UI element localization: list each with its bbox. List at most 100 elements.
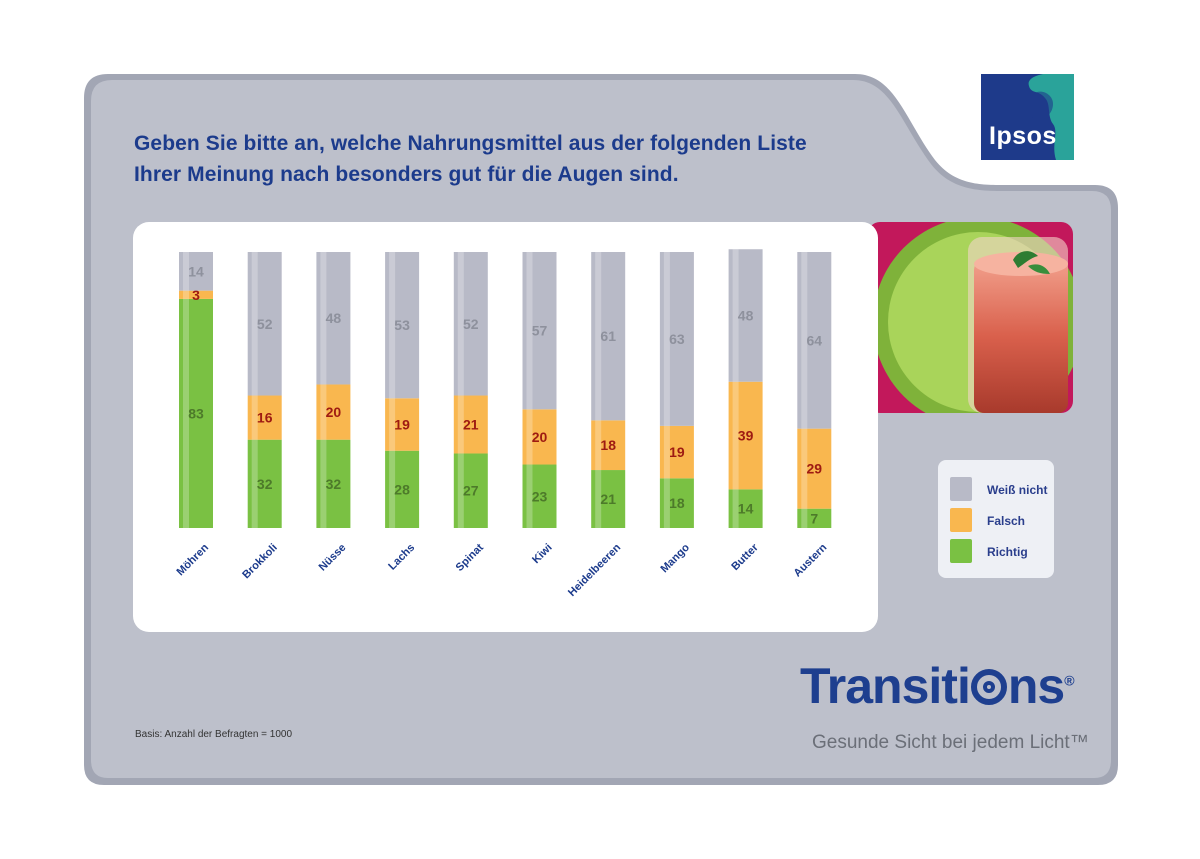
bar-highlight	[663, 425, 670, 479]
category-label-nusse: Nüsse	[317, 542, 349, 574]
bar-highlight	[663, 252, 670, 426]
bar-kiwi-richtig	[522, 464, 557, 528]
category-label-austern: Austern	[792, 541, 830, 579]
data-label-butter-richtig: 14	[738, 501, 754, 517]
bar-brokkoli-falsch	[247, 395, 282, 440]
legend-swatch-falsch	[950, 508, 972, 532]
transitions-logo: Transiti ns®	[800, 657, 1075, 715]
ipsos-logo: Ipsos	[981, 74, 1074, 160]
chart-title-line-2: Ihrer Meinung nach besonders gut für die…	[134, 163, 679, 186]
bar-kiwi-weiss-nicht	[522, 252, 557, 410]
bar-heidelbeeren-weiss-nicht	[591, 252, 626, 421]
bar-highlight	[183, 298, 189, 528]
bar-butter-falsch	[728, 381, 763, 490]
bar-highlight	[732, 489, 739, 528]
data-label-lachs-weiss-nicht: 53	[394, 317, 410, 333]
bar-mohren-richtig	[179, 298, 213, 528]
bar-butter-weiss-nicht	[728, 249, 763, 382]
data-label-spinat-richtig: 27	[463, 483, 479, 499]
category-label-spinat: Spinat	[454, 541, 486, 573]
bar-highlight	[457, 395, 464, 454]
bar-heidelbeeren-falsch	[591, 420, 626, 471]
data-label-lachs-richtig: 28	[394, 481, 410, 497]
bar-highlight	[320, 439, 327, 528]
brand-prefix: Transiti	[800, 658, 971, 714]
bar-nusse-richtig	[316, 439, 351, 528]
data-label-austern-weiss-nicht: 64	[807, 332, 823, 348]
bar-highlight	[526, 464, 533, 528]
legend-label-falsch: Falsch	[987, 514, 1026, 528]
bar-austern-falsch	[797, 428, 832, 509]
data-label-kiwi-richtig: 23	[532, 488, 548, 504]
bar-highlight	[251, 439, 258, 528]
bar-highlight	[801, 508, 808, 528]
data-label-mohren-richtig: 83	[188, 405, 204, 421]
data-label-heidelbeeren-weiss-nicht: 61	[600, 328, 616, 344]
bar-mango-richtig	[659, 478, 694, 528]
data-label-austern-richtig: 7	[810, 510, 818, 526]
bar-highlight	[732, 381, 739, 490]
data-label-lachs-falsch: 19	[394, 417, 410, 433]
bar-lachs-falsch	[385, 398, 420, 451]
bar-mango-falsch	[659, 425, 694, 479]
category-label-lachs: Lachs	[386, 542, 417, 573]
bar-nusse-falsch	[316, 384, 351, 440]
category-label-butter: Butter	[729, 541, 761, 573]
data-label-mango-weiss-nicht: 63	[669, 331, 685, 347]
bar-highlight	[389, 398, 396, 451]
smoothie-photo	[868, 222, 1073, 413]
data-label-kiwi-weiss-nicht: 57	[532, 323, 548, 339]
bar-mohren-weiss-nicht	[179, 252, 213, 291]
bar-spinat-falsch	[453, 395, 488, 454]
brand-trademark: ®	[1064, 672, 1074, 689]
tagline: Gesunde Sicht bei jedem Licht™	[812, 732, 1089, 753]
data-label-butter-falsch: 39	[738, 428, 754, 444]
bar-highlight	[251, 252, 258, 396]
ipsos-logo-text: Ipsos	[989, 122, 1057, 150]
data-label-mohren-falsch: 3	[192, 287, 200, 303]
chart-legend: Weiß nicht Falsch Richtig	[938, 460, 1054, 578]
bar-austern-richtig	[797, 508, 832, 528]
bar-highlight	[801, 252, 808, 429]
data-label-spinat-weiss-nicht: 52	[463, 316, 479, 332]
category-label-mohren: Möhren	[175, 541, 212, 578]
data-label-mohren-weiss-nicht: 14	[188, 263, 204, 279]
bar-highlight	[663, 478, 670, 528]
bar-highlight	[389, 450, 396, 528]
data-label-mango-falsch: 19	[669, 444, 685, 460]
basis-note: Basis: Anzahl der Befragten = 1000	[135, 729, 293, 740]
bar-highlight	[801, 428, 808, 509]
data-label-brokkoli-weiss-nicht: 52	[257, 316, 273, 332]
bar-heidelbeeren-richtig	[591, 470, 626, 528]
bar-highlight	[389, 252, 396, 399]
bar-mohren-falsch	[179, 290, 213, 299]
bar-highlight	[251, 395, 258, 440]
bar-highlight	[595, 252, 602, 421]
data-label-brokkoli-falsch: 16	[257, 410, 273, 426]
bar-austern-weiss-nicht	[797, 252, 832, 429]
transitions-o-icon	[970, 669, 1007, 705]
brand-suffix: ns	[1007, 658, 1065, 714]
data-label-butter-weiss-nicht: 48	[738, 307, 754, 323]
stacked-bar-chart: 83 3 14 Möhren 32 16 52 Brokkoli 32 20 48 Nüsse 28 19…	[175, 249, 832, 599]
legend-label-weiss-nicht: Weiß nicht	[987, 483, 1048, 497]
category-label-kiwi: Kiwi	[530, 542, 554, 566]
bar-highlight	[183, 290, 189, 299]
chart-title-line-1: Geben Sie bitte an, welche Nahrungsmitte…	[134, 132, 807, 155]
bar-highlight	[457, 453, 464, 528]
bar-brokkoli-weiss-nicht	[247, 252, 282, 396]
legend-swatch-richtig	[950, 539, 972, 563]
ipsos-head-icon	[1027, 74, 1074, 160]
bar-spinat-weiss-nicht	[453, 252, 488, 396]
bar-highlight	[320, 384, 327, 440]
legend-label-richtig: Richtig	[987, 545, 1028, 559]
data-label-heidelbeeren-falsch: 18	[600, 437, 616, 453]
legend-swatch-weiss-nicht	[950, 477, 972, 501]
bar-highlight	[595, 420, 602, 471]
data-label-nusse-falsch: 20	[326, 404, 342, 420]
bar-butter-richtig	[728, 489, 763, 528]
category-label-mango: Mango	[658, 541, 692, 575]
data-label-spinat-falsch: 21	[463, 417, 479, 433]
bar-highlight	[320, 252, 327, 385]
data-label-brokkoli-richtig: 32	[257, 476, 273, 492]
